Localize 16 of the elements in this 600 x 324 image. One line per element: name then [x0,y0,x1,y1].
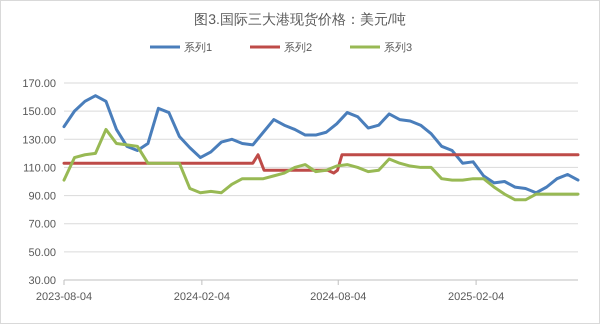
x-tick-label: 2023-08-04 [36,291,92,303]
x-tick-label: 2024-02-04 [174,291,230,303]
chart-title: 图3.国际三大港现货价格：美元/吨 [194,11,406,27]
y-tick-label: 110.00 [23,162,56,174]
y-tick-label: 130.00 [22,134,56,146]
y-tick-label: 50.00 [28,246,56,259]
y-tick-label: 90.00 [28,190,56,203]
legend-label: 系列1 [184,41,212,54]
x-tick-label: 2024-08-04 [310,291,366,303]
y-tick-label: 170.00 [22,78,56,90]
y-tick-label: 30.00 [28,275,56,287]
y-tick-label: 150.00 [22,106,56,118]
y-tick-label: 70.00 [28,218,56,231]
legend-label: 系列2 [284,41,312,54]
legend-label: 系列3 [384,41,412,54]
x-tick-label: 2025-02-04 [448,291,504,303]
